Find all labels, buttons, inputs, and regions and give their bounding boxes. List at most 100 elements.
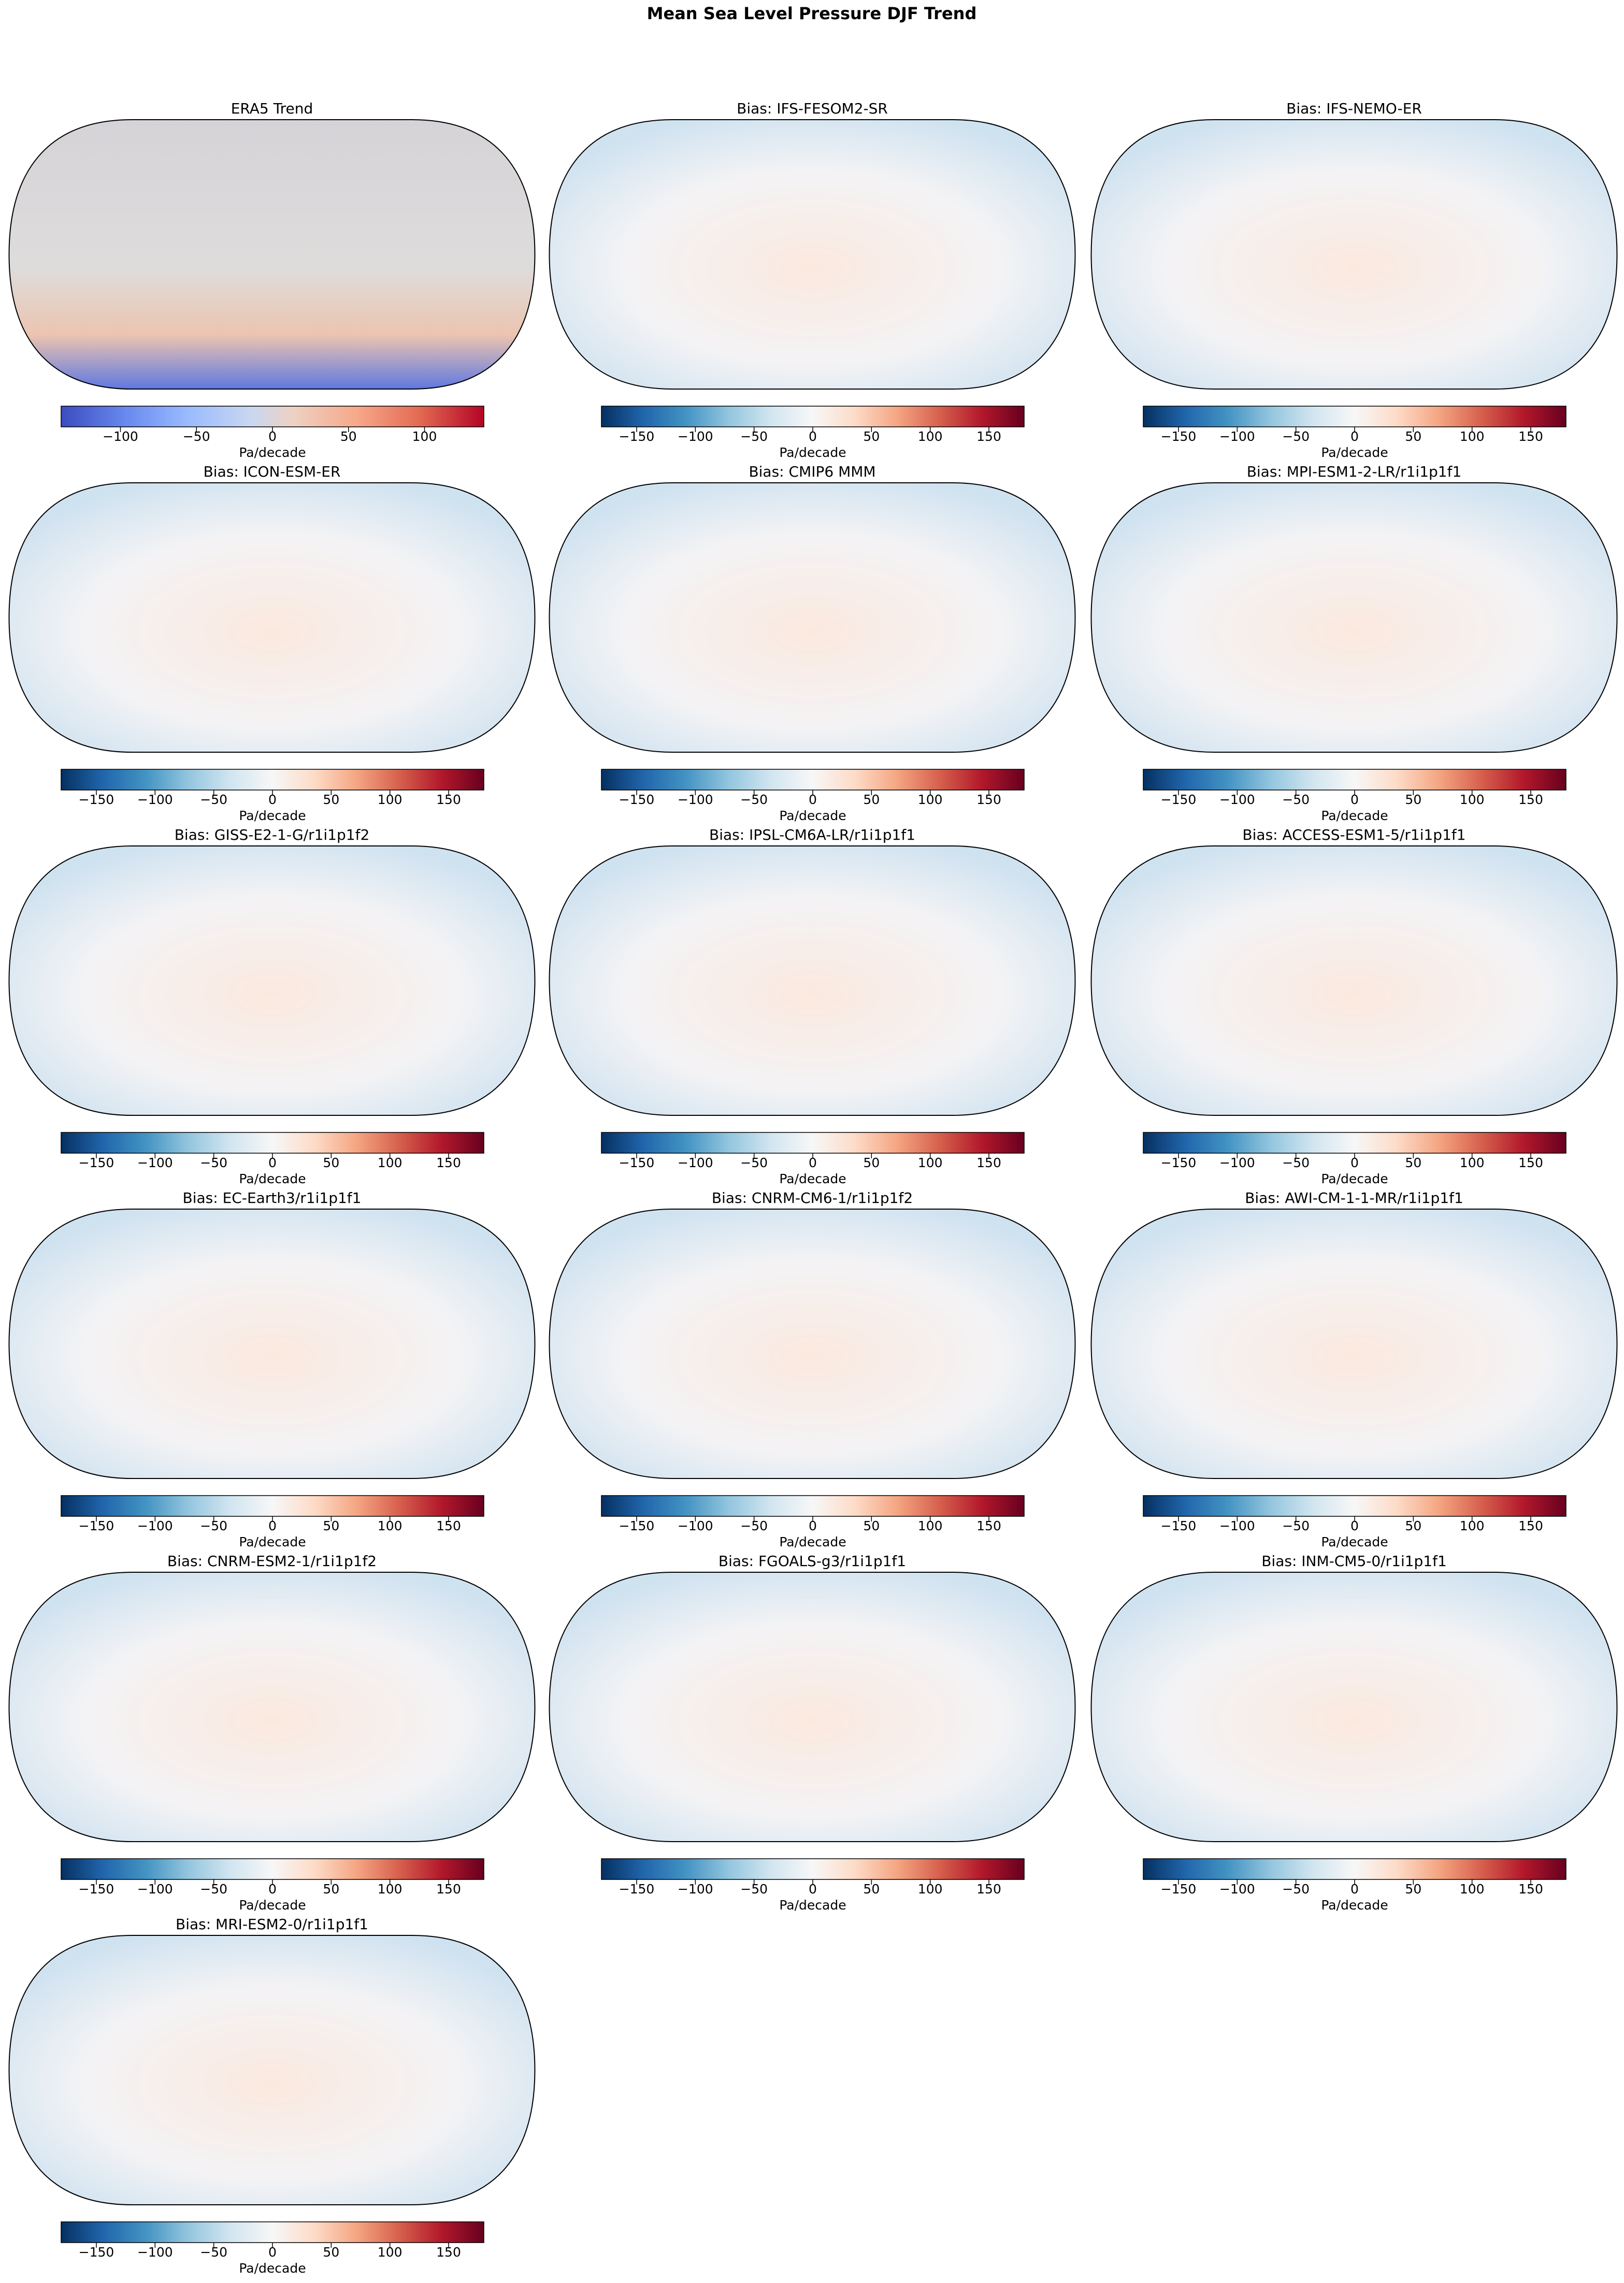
- panel-title: Bias: GISS-E2-1-G/r1i1p1f2: [175, 826, 370, 843]
- figure-title: Mean Sea Level Pressure DJF Trend: [647, 4, 977, 23]
- colorbar-tick-label: −50: [740, 792, 768, 807]
- colorbar: [61, 769, 484, 791]
- colorbar-tick-label: 50: [863, 792, 880, 807]
- map-field: [1090, 1572, 1618, 1842]
- colorbar-tick-label: 50: [1405, 1155, 1421, 1170]
- colorbar-tick-label: 150: [436, 1882, 461, 1897]
- colorbar-tick-label: 50: [323, 792, 339, 807]
- colorbar-tick-label: −50: [183, 429, 210, 444]
- colorbar: [1143, 1132, 1566, 1154]
- colorbar-tick-label: 100: [918, 1882, 943, 1897]
- colorbar-tick-label: 0: [268, 2245, 277, 2260]
- colorbar-label: Pa/decade: [1321, 1534, 1388, 1549]
- panel: Bias: MPI-ESM1-2-LR/r1i1p1f1 −150 −100 −50 0…: [1090, 463, 1618, 823]
- colorbar-tick-label: −150: [619, 1882, 655, 1897]
- colorbar-tick-label: −100: [1219, 792, 1255, 807]
- colorbar-tick-label: 100: [1460, 1882, 1485, 1897]
- colorbar: [1143, 1858, 1566, 1880]
- panel: Bias: CNRM-ESM2-1/r1i1p1f2 −150 −100 −50 0 50…: [8, 1553, 536, 1913]
- colorbar-tick-label: 150: [1518, 792, 1543, 807]
- panel-title: Bias: CNRM-ESM2-1/r1i1p1f2: [167, 1553, 377, 1570]
- colorbar-tick-label: 100: [1460, 429, 1485, 444]
- panel: Bias: GISS-E2-1-G/r1i1p1f2 −150 −100 −50 0 50…: [8, 826, 536, 1186]
- colorbar: [1143, 769, 1566, 791]
- panel: Bias: EC-Earth3/r1i1p1f1 −150 −100 −50 0 50 10…: [8, 1189, 536, 1549]
- panel: Bias: AWI-CM-1-1-MR/r1i1p1f1 −150 −100 −50 0…: [1090, 1189, 1618, 1549]
- colorbar: [61, 1132, 484, 1154]
- colorbar-label: Pa/decade: [239, 2261, 306, 2276]
- colorbar-tick-label: 150: [1518, 1518, 1543, 1533]
- colorbar-tick-label: −50: [740, 429, 768, 444]
- colorbar-tick-label: 100: [378, 1518, 403, 1533]
- colorbar-tick-label: −150: [1161, 429, 1197, 444]
- colorbar-tick-label: −100: [1219, 1882, 1255, 1897]
- colorbar-tick-label: −150: [79, 792, 114, 807]
- colorbar-tick-label: −100: [137, 2245, 173, 2260]
- map-field: [1090, 482, 1618, 753]
- panel: Bias: FGOALS-g3/r1i1p1f1 −150 −100 −50 0 50 10…: [549, 1553, 1076, 1913]
- map-field: [8, 119, 536, 390]
- colorbar-label: Pa/decade: [239, 1534, 306, 1549]
- colorbar: [601, 1495, 1025, 1517]
- colorbar-tick-label: −50: [200, 2245, 227, 2260]
- colorbar-label: Pa/decade: [239, 445, 306, 460]
- panel: Bias: IFS-FESOM2-SR −150 −100 −50 0 50 100 150 P…: [549, 100, 1076, 460]
- colorbar-tick-label: −100: [1219, 1155, 1255, 1170]
- map-field: [549, 482, 1076, 753]
- colorbar-tick-label: −150: [619, 429, 655, 444]
- colorbar-tick-label: 150: [976, 1882, 1001, 1897]
- colorbar-tick-label: 50: [863, 1155, 880, 1170]
- colorbar-tick-label: 100: [412, 429, 437, 444]
- colorbar-tick-label: −50: [740, 1155, 768, 1170]
- map-field: [8, 845, 536, 1116]
- colorbar-tick-label: −100: [137, 1155, 173, 1170]
- colorbar-tick-label: 50: [323, 1155, 339, 1170]
- colorbar-tick-label: −50: [200, 1882, 227, 1897]
- colorbar-tick-label: 150: [1518, 429, 1543, 444]
- colorbar-tick-label: 100: [918, 1518, 943, 1533]
- map-field: [549, 1572, 1076, 1842]
- colorbar-tick-label: −150: [79, 1155, 114, 1170]
- colorbar-tick-label: 150: [436, 1155, 461, 1170]
- colorbar-tick-label: 50: [863, 429, 880, 444]
- panel-title: Bias: CMIP6 MMM: [749, 463, 875, 480]
- panel-title: ERA5 Trend: [231, 100, 313, 117]
- colorbar: [61, 1858, 484, 1880]
- colorbar-tick-label: 100: [378, 792, 403, 807]
- colorbar: [601, 769, 1025, 791]
- map-field: [1090, 119, 1618, 390]
- colorbar-tick-label: 150: [436, 2245, 461, 2260]
- colorbar-label: Pa/decade: [1321, 445, 1388, 460]
- colorbar-tick-label: 50: [340, 429, 357, 444]
- colorbar-tick-label: 100: [378, 1155, 403, 1170]
- map-field: [8, 1572, 536, 1842]
- map-field: [8, 1209, 536, 1479]
- colorbar-tick-label: 100: [1460, 792, 1485, 807]
- panel: ERA5 Trend −100 −50 0 50 100 Pa/decade: [8, 100, 536, 460]
- colorbar-tick-label: −50: [1282, 1155, 1310, 1170]
- colorbar-tick-label: 0: [809, 792, 817, 807]
- colorbar-tick-label: 50: [323, 1882, 339, 1897]
- colorbar-tick-label: −50: [740, 1882, 768, 1897]
- colorbar: [61, 406, 484, 427]
- colorbar: [1143, 1495, 1566, 1517]
- panel-title: Bias: AWI-CM-1-1-MR/r1i1p1f1: [1245, 1189, 1463, 1207]
- colorbar-tick-label: 0: [809, 1155, 817, 1170]
- panel-title: Bias: ICON-ESM-ER: [204, 463, 341, 480]
- colorbar-tick-label: −100: [678, 1518, 713, 1533]
- colorbar-tick-label: −150: [1161, 1518, 1197, 1533]
- colorbar: [61, 2221, 484, 2243]
- colorbar: [601, 406, 1025, 427]
- colorbar-tick-label: −100: [678, 1155, 713, 1170]
- colorbar-tick-label: −150: [619, 1155, 655, 1170]
- colorbar-tick-label: 100: [1460, 1155, 1485, 1170]
- colorbar-tick-label: 0: [809, 1882, 817, 1897]
- colorbar-label: Pa/decade: [779, 1171, 846, 1186]
- colorbar-tick-label: 50: [323, 2245, 339, 2260]
- colorbar-label: Pa/decade: [239, 808, 306, 823]
- colorbar-tick-label: 150: [976, 429, 1001, 444]
- colorbar-tick-label: −150: [1161, 792, 1197, 807]
- colorbar-tick-label: 150: [976, 1518, 1001, 1533]
- colorbar-tick-label: 150: [976, 792, 1001, 807]
- colorbar-tick-label: −100: [678, 429, 713, 444]
